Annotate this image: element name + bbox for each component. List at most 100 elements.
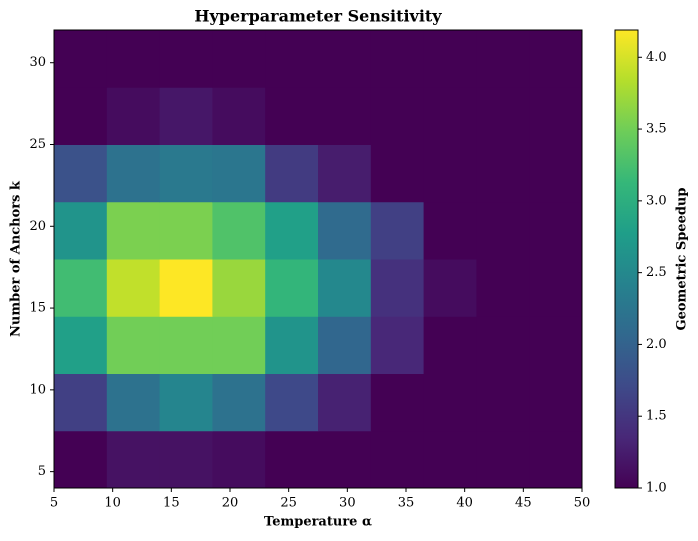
colorbar-tick-label: 3.0 (646, 193, 667, 208)
colorbar-tick-label: 4.0 (646, 50, 667, 65)
y-tick-label: 10 (29, 382, 46, 397)
heatmap-cell (529, 373, 583, 432)
heatmap-cell (318, 259, 372, 317)
heatmap-cell (54, 87, 108, 145)
heatmap-cell (529, 144, 583, 203)
heatmap-cell (476, 201, 530, 260)
heatmap-cell (265, 316, 319, 374)
heatmap-cell (54, 430, 108, 489)
heatmap-cell (423, 259, 477, 317)
heatmap-cell (159, 259, 213, 317)
heatmap-cell (212, 30, 266, 88)
heatmap-cell (159, 144, 213, 203)
x-axis-label: Temperature α (264, 515, 372, 530)
x-tick-label: 20 (222, 496, 239, 511)
heatmap-cell (212, 259, 266, 317)
heatmap-cell (54, 144, 108, 203)
heatmap-cell (265, 201, 319, 260)
x-tick-label: 5 (50, 496, 58, 511)
heatmap-cell (529, 30, 583, 88)
x-tick-label: 30 (339, 496, 356, 511)
heatmap-cell (476, 316, 530, 374)
x-tick-label: 10 (104, 496, 121, 511)
heatmap-cell (370, 201, 425, 260)
heatmap-cell (318, 373, 372, 432)
heatmap-cell (423, 316, 477, 374)
chart-title: Hyperparameter Sensitivity (194, 7, 442, 26)
heatmap-cell (265, 87, 319, 145)
heatmap-cell (106, 201, 161, 260)
heatmap-cell (54, 373, 108, 432)
colorbar (614, 29, 639, 489)
heatmap-cell (159, 316, 213, 374)
heatmap-cell (54, 201, 108, 260)
colorbar-label: Geometric Speedup (675, 188, 690, 331)
heatmap-cell (476, 30, 530, 88)
y-tick-label: 30 (29, 55, 46, 70)
heatmap-cell (54, 259, 108, 317)
heatmap-cell (423, 201, 477, 260)
heatmap-cell (54, 30, 108, 88)
heatmap-cell (529, 259, 583, 317)
heatmap-cell (265, 430, 319, 489)
heatmap-cell (212, 316, 266, 374)
heatmap-cell (265, 373, 319, 432)
heatmap-cell (212, 373, 266, 432)
heatmap-cell (423, 87, 477, 145)
heatmap-cell (212, 87, 266, 145)
heatmap-cell (159, 430, 213, 489)
heatmap-cell (318, 87, 372, 145)
plot-frame (53, 29, 583, 489)
x-tick-label: 35 (398, 496, 415, 511)
heatmap-cell (476, 373, 530, 432)
heatmap-cell (159, 87, 213, 145)
colorbar-tick-label: 2.5 (646, 265, 667, 280)
heatmap-cell (423, 144, 477, 203)
heatmap-cell (212, 430, 266, 489)
heatmap-cell (370, 430, 425, 489)
heatmap-cell (159, 201, 213, 260)
x-tick-label: 45 (515, 496, 532, 511)
heatmap-cell (106, 144, 161, 203)
colorbar-tick-label: 3.5 (646, 122, 667, 137)
colorbar-tick-label: 1.5 (646, 409, 667, 424)
heatmap-cell (423, 30, 477, 88)
heatmap-cell (106, 87, 161, 145)
heatmap-cell (476, 259, 530, 317)
heatmap-cell (212, 144, 266, 203)
heatmap-cell (370, 87, 425, 145)
heatmap-cell (529, 316, 583, 374)
heatmap-cell (529, 201, 583, 260)
y-tick-label: 25 (29, 137, 46, 152)
heatmap-cell (159, 30, 213, 88)
heatmap-cell (318, 144, 372, 203)
heatmap-cell (423, 373, 477, 432)
heatmap-cell (529, 87, 583, 145)
heatmap-cell (106, 30, 161, 88)
heatmap-cell (370, 144, 425, 203)
heatmap-cell (265, 30, 319, 88)
y-tick-label: 5 (38, 464, 46, 479)
heatmap-cell (529, 430, 583, 489)
heatmap-cell (476, 144, 530, 203)
heatmap-cell (106, 373, 161, 432)
heatmap-cell (106, 259, 161, 317)
y-tick-label: 15 (29, 301, 46, 316)
y-tick-label: 20 (29, 219, 46, 234)
heatmap-cell (106, 316, 161, 374)
heatmap-cell (318, 201, 372, 260)
heatmap-cell (54, 316, 108, 374)
heatmap-cell (370, 30, 425, 88)
heatmap-cell (159, 373, 213, 432)
heatmap-cell (265, 144, 319, 203)
heatmap-cell (106, 430, 161, 489)
y-axis-label: Number of Anchors k (9, 180, 24, 337)
x-tick-label: 25 (280, 496, 297, 511)
colorbar-tick-label: 2.0 (646, 337, 667, 352)
x-tick-label: 50 (574, 496, 591, 511)
heatmap-cell (370, 259, 425, 317)
heatmap-cell (212, 201, 266, 260)
heatmap-cell (318, 316, 372, 374)
heatmap-cell (370, 373, 425, 432)
